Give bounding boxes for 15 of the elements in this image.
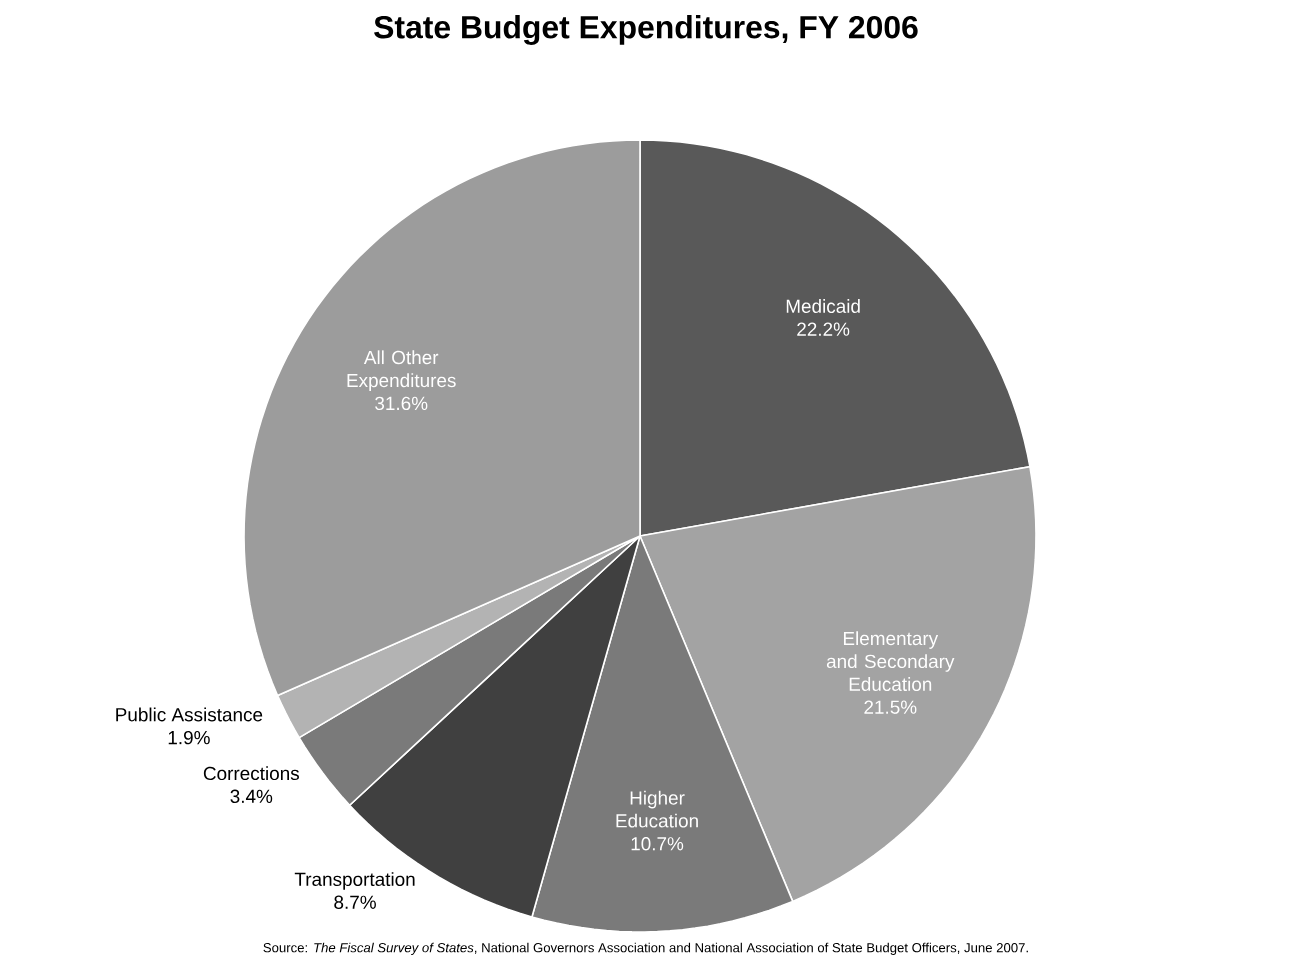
slice-label: Public Assistance bbox=[116, 707, 263, 722]
chart-title: State Budget Expenditures, FY 2006 bbox=[374, 15, 918, 45]
data-label: 22.2% bbox=[797, 322, 850, 336]
data-label: 3.4% bbox=[230, 789, 273, 804]
slice-label: Medicaid bbox=[786, 299, 860, 313]
slice-label: Elementary and Secondary Education bbox=[826, 631, 955, 691]
slice-label: Transportation bbox=[294, 872, 415, 890]
data-label: 10.7% bbox=[631, 837, 684, 851]
slice-label: Higher Education bbox=[616, 790, 698, 828]
data-label: 21.5% bbox=[864, 700, 917, 714]
slice-label: Corrections bbox=[203, 766, 299, 781]
data-label: 31.6% bbox=[375, 396, 428, 411]
slice-label: All Other Expenditures bbox=[347, 350, 456, 391]
data-label: 8.7% bbox=[334, 895, 376, 909]
data-label: 1.9% bbox=[168, 730, 210, 745]
